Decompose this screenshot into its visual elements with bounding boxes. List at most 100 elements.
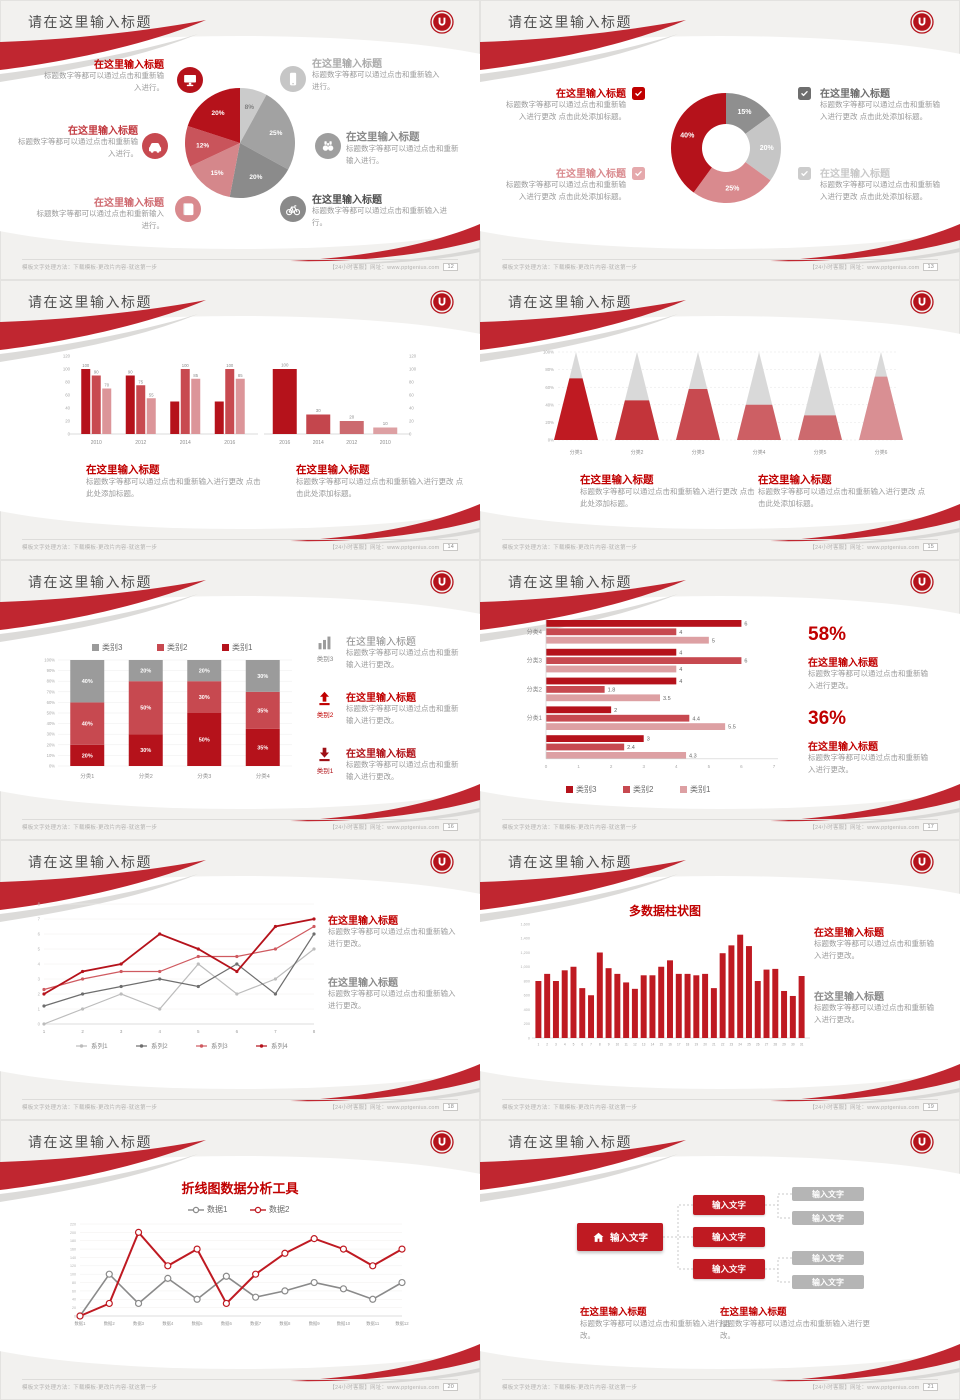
marker: [196, 954, 200, 959]
slide-page-17[interactable]: 请在这里输入标题 模板文字处理方法：下载模板-更改片内容-就这第一步 【24小时客服…: [480, 560, 960, 840]
slide-page-15[interactable]: 请在这里输入标题 模板文字处理方法：下载模板-更改片内容-就这第一步 【24小时客服…: [480, 280, 960, 560]
marker: [398, 1278, 406, 1287]
slide-page-19[interactable]: 请在这里输入标题 模板文字处理方法：下载模板-更改片内容-就这第一步 【24小时客服…: [480, 840, 960, 1120]
download-icon: [316, 746, 333, 763]
chart-label: 31: [800, 1043, 804, 1047]
chart-label: 160: [70, 1247, 76, 1251]
bar: [546, 735, 644, 742]
bar: [702, 973, 709, 1038]
chart-label: 1.8: [608, 688, 616, 694]
chart-label: 80: [409, 380, 414, 385]
deco-swoosh: [480, 300, 960, 545]
chart-label: 90%: [47, 668, 56, 673]
footer-right: 【24小时客服】网址：www.pptgenius.com 18: [329, 1103, 458, 1111]
chart-label: 100: [70, 1273, 76, 1277]
chart-label: 数据1: [75, 1320, 87, 1327]
page-number: 12: [443, 263, 458, 271]
swoosh-gray-top: [0, 874, 198, 922]
chart-label: 分类5: [814, 449, 827, 456]
chart-label: 4: [679, 630, 682, 636]
chart-label: 分类3: [197, 772, 211, 780]
chart-label: 数据12: [395, 1320, 409, 1327]
chart-label: 200: [524, 1022, 530, 1026]
chart-label: 数据3: [133, 1320, 145, 1327]
legend-item: 类别3: [92, 642, 122, 653]
bar: [306, 414, 331, 434]
upload-icon: [316, 690, 333, 707]
slide-body-curve: [0, 876, 480, 1089]
chart-label: 12: [633, 1043, 637, 1047]
chart-label: 40: [409, 406, 414, 411]
bar: [91, 375, 101, 434]
chart-label: 6: [38, 931, 41, 936]
slide-page-20[interactable]: 请在这里输入标题 模板文字处理方法：下载模板-更改片内容-就这第一步 【24小时客服…: [0, 1120, 480, 1400]
callout-title: 在这里输入标题: [556, 89, 626, 100]
callout-title: 在这里输入标题: [296, 464, 370, 476]
chart-label: 20%: [47, 742, 56, 747]
line-series: [43, 933, 315, 1007]
chart-label: 35%: [257, 745, 268, 751]
chart-label: 分类1: [80, 772, 94, 780]
chart-label: 40%: [82, 722, 93, 728]
chart-label: 6: [744, 622, 747, 628]
deco-swoosh: [0, 860, 480, 1105]
slide-page-12[interactable]: 请在这里输入标题 模板文字处理方法：下载模板-更改片内容-就这第一步 【24小时客服…: [0, 0, 480, 280]
callout-title: 在这里输入标题: [814, 992, 884, 1003]
legend-item: 数据1: [188, 1204, 227, 1215]
chart-label: 100: [226, 363, 234, 368]
chart-label: 数据8: [279, 1320, 291, 1327]
marker: [119, 969, 123, 974]
swoosh-red-top: [0, 1140, 206, 1190]
slide-page-13[interactable]: 请在这里输入标题 模板文字处理方法：下载模板-更改片内容-就这第一步 【24小时客服…: [480, 0, 960, 280]
callout-body: 标题数字等都可以通过点击和重新输入进行更改。: [580, 1319, 730, 1340]
chart-label: 200: [70, 1231, 76, 1235]
pie-slice: [187, 88, 240, 143]
callout-title: 在这里输入标题: [346, 693, 416, 704]
chart-label: 100: [281, 363, 289, 368]
callout-body: 标题数字等都可以通过点击和重新输入进行更改。: [814, 939, 934, 960]
marker: [119, 962, 123, 966]
tree-root-label: 输入文字: [609, 1233, 648, 1244]
chart-label: 180: [70, 1239, 76, 1243]
footer-left-text: 模板文字处理方法：下载模板-更改片内容-就这第一步: [22, 1105, 158, 1111]
slide-title: 请在这里输入标题: [28, 294, 152, 310]
legend-marker: [139, 1044, 144, 1048]
slide-page-21[interactable]: 请在这里输入标题 模板文字处理方法：下载模板-更改片内容-就这第一步 【24小时客服…: [480, 1120, 960, 1400]
pyramid-fill: [615, 400, 659, 440]
connector-line: [663, 1204, 693, 1238]
bar: [789, 995, 796, 1038]
chart-label: 1,200: [520, 951, 530, 955]
footer-right: 【24小时客服】网址：www.pptgenius.com 13: [809, 263, 938, 271]
marker: [134, 1228, 143, 1236]
slide-page-18[interactable]: 请在这里输入标题 模板文字处理方法：下载模板-更改片内容-就这第一步 【24小时客服…: [0, 840, 480, 1120]
pie-slice: [670, 93, 726, 193]
footer-left-text: 模板文字处理方法：下载模板-更改片内容-就这第一步: [22, 825, 158, 831]
slide-page-14[interactable]: 请在这里输入标题 模板文字处理方法：下载模板-更改片内容-就这第一步 【24小时客服…: [0, 280, 480, 560]
marker: [193, 1295, 201, 1303]
chart-label: 系列3: [211, 1041, 228, 1050]
bar: [798, 976, 805, 1038]
chart-label: 11: [624, 1043, 628, 1047]
slide-footer: 模板文字处理方法：下载模板-更改片内容-就这第一步 【24小时客服】网址：www.…: [22, 819, 458, 834]
chart-label: 30%: [199, 695, 210, 701]
slide-footer: 模板文字处理方法：下载模板-更改片内容-就这第一步 【24小时客服】网址：www.…: [502, 259, 938, 274]
swoosh-gray-top: [0, 314, 198, 362]
chart-label: 20: [72, 1306, 76, 1310]
marker: [134, 1299, 143, 1308]
slide-footer: 模板文字处理方法：下载模板-更改片内容-就这第一步 【24小时客服】网址：www.…: [22, 259, 458, 274]
chart-label: 40: [65, 406, 70, 411]
deco-swoosh: [0, 300, 480, 545]
bar: [693, 975, 700, 1038]
slide-page-16[interactable]: 请在这里输入标题 模板文字处理方法：下载模板-更改片内容-就这第一步 【24小时客服…: [0, 560, 480, 840]
bar-segment: [128, 660, 163, 682]
bar: [102, 388, 112, 434]
footer-right-text: 【24小时客服】网址：www.pptgenius.com: [329, 1105, 440, 1111]
bar-segment: [245, 691, 280, 729]
bicycle-icon: [280, 196, 306, 222]
chart-label: 70%: [47, 689, 56, 694]
chart-label: 40%: [545, 402, 554, 407]
chart-label: 系列4: [271, 1041, 288, 1050]
callout-body: 标题数字等都可以通过点击和重新输入进行更改。: [808, 753, 928, 774]
callout-title: 在这里输入标题: [312, 59, 382, 70]
chart-label: 5: [708, 764, 711, 769]
